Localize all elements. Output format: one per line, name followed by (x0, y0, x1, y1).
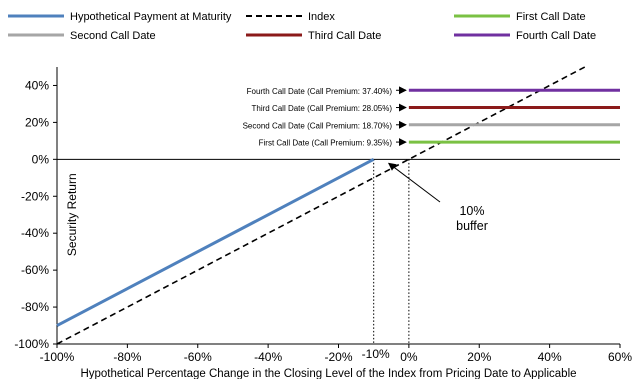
x-tick-label: -100% (40, 350, 75, 364)
x-tick-label: -80% (113, 350, 141, 364)
y-tick-label: -60% (21, 263, 49, 277)
y-tick-label: 20% (25, 115, 49, 129)
legend: Hypothetical Payment at Maturity Index Fir… (8, 11, 596, 42)
x-tick-label: -20% (324, 350, 352, 364)
y-axis-title: Security Return (65, 173, 79, 256)
legend-label: Second Call Date (70, 30, 156, 42)
y-tick-label: -80% (21, 300, 49, 314)
x-tick-label: 60% (608, 350, 632, 364)
y-tick-label: -40% (21, 226, 49, 240)
y-tick-label: -100% (14, 337, 49, 351)
x-tick-label: 20% (467, 350, 491, 364)
x-axis-title: Hypothetical Percentage Change in the Cl… (80, 368, 576, 379)
buffer-callout-arrow (387, 162, 441, 203)
legend-label: Hypothetical Payment at Maturity (70, 11, 232, 23)
x-tick-label: 40% (538, 350, 562, 364)
y-tick-label: 0% (32, 152, 50, 166)
call-annotation-third-call-date: Third Call Date (Call Premium: 28.05%) (252, 104, 393, 113)
call-annotation-first-call-date: First Call Date (Call Premium: 9.35%) (259, 139, 393, 148)
x-tick-label: 0% (400, 350, 418, 364)
call-annotation-fourth-call-date: Fourth Call Date (Call Premium: 37.40%) (247, 87, 393, 96)
buffer-callout-label: 10% (459, 204, 484, 218)
x-tick-label: -40% (254, 350, 282, 364)
x-tick-label: -60% (184, 350, 212, 364)
chart-labels: First Call Date (Call Premium: 9.35%) Sec… (243, 86, 488, 233)
plot-area (56, 66, 620, 345)
x-tick-label-buffer: -10% (362, 347, 390, 361)
buffer-callout-label: buffer (456, 219, 488, 233)
y-tick-label: -20% (21, 189, 49, 203)
legend-label: First Call Date (516, 11, 586, 23)
legend-label: Fourth Call Date (516, 30, 596, 42)
call-annotation-second-call-date: Second Call Date (Call Premium: 18.70%) (243, 121, 393, 130)
legend-label: Third Call Date (308, 30, 381, 42)
axes: -100% -80% -60% -40% -20% 0% 20% 40% -100% -80% -6… (14, 67, 632, 379)
y-tick-label: 40% (25, 78, 49, 92)
legend-label: Index (308, 11, 335, 23)
series-line-hypothetical-payment-at-maturity (56, 158, 375, 327)
